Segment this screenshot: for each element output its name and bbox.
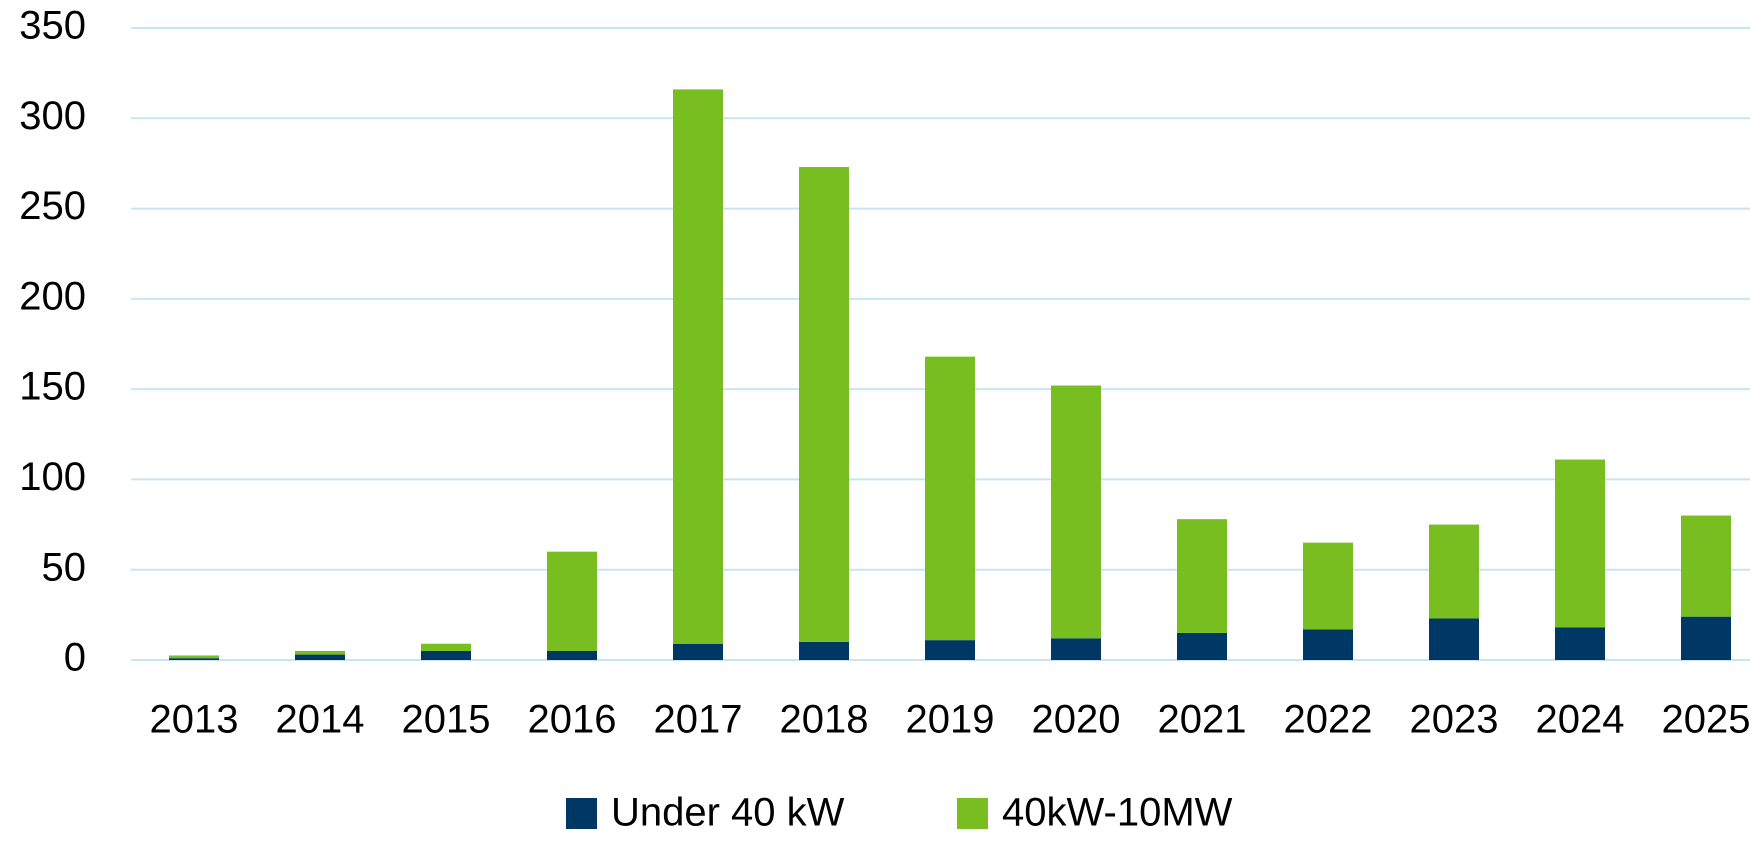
bar [295,650,345,655]
bar [799,641,849,660]
legend-swatch [566,798,597,829]
bar [169,655,219,659]
bar [925,356,975,641]
x-tick-label: 2013 [150,698,239,742]
x-tick-label: 2017 [654,698,743,742]
y-tick-label: 0 [64,636,86,680]
bar [1555,459,1605,628]
bar [1303,629,1353,660]
bar [673,89,723,644]
bar [1681,616,1731,660]
bar [547,551,597,651]
bar [547,650,597,660]
x-tick-label: 2018 [780,698,869,742]
bar [1429,524,1479,619]
y-tick-label: 250 [19,184,86,228]
x-tick-label: 2014 [276,698,365,742]
bar [169,658,219,660]
legend-swatch [957,798,988,829]
y-tick-label: 100 [19,455,86,499]
bar [1681,515,1731,617]
bar [1555,627,1605,660]
y-tick-label: 350 [19,4,86,48]
bar [1051,638,1101,660]
bar [799,167,849,642]
x-tick-label: 2019 [906,698,995,742]
x-tick-label: 2025 [1662,698,1750,742]
legend-label: Under 40 kW [611,791,845,835]
x-tick-label: 2020 [1032,698,1121,742]
legend-label: 40kW-10MW [1002,791,1233,835]
bar [421,650,471,660]
y-tick-label: 200 [19,274,86,318]
y-tick-label: 50 [42,545,87,589]
x-tick-label: 2021 [1158,698,1247,742]
x-tick-label: 2022 [1284,698,1373,742]
bar [1177,632,1227,660]
bar [295,654,345,660]
y-tick-label: 300 [19,94,86,138]
bar [673,643,723,660]
bar [1177,519,1227,633]
y-tick-label: 150 [19,365,86,409]
x-tick-label: 2023 [1410,698,1499,742]
bar [1429,618,1479,660]
bar [1051,385,1101,639]
bar [925,640,975,660]
x-tick-label: 2024 [1536,698,1625,742]
bar [421,643,471,651]
bar [1303,542,1353,630]
x-tick-label: 2015 [402,698,491,742]
x-tick-label: 2016 [528,698,617,742]
